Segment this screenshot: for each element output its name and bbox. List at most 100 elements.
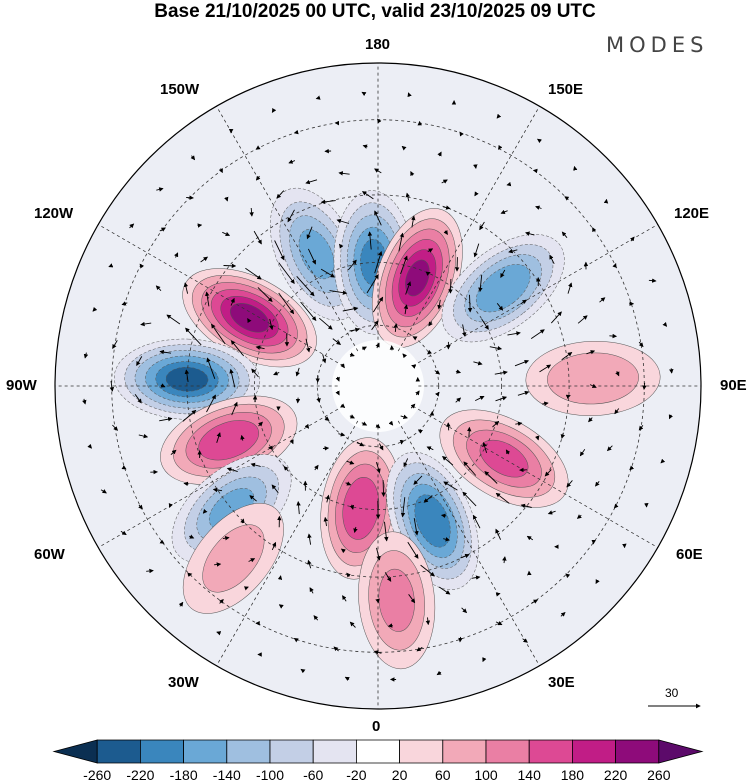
- wind-arrow: [183, 282, 189, 294]
- wind-arrow: [539, 364, 552, 373]
- wind-arrow: [300, 301, 317, 321]
- wind-arrow: [502, 556, 507, 564]
- wind-arrow: [347, 259, 357, 271]
- wind-arrow: [448, 278, 453, 294]
- colorbar-swatch: [52, 739, 98, 764]
- wind-arrow: [159, 349, 172, 355]
- wind-arrow: [374, 168, 382, 174]
- lon-label-150e: 150E: [548, 81, 584, 98]
- colorbar-swatch: [572, 739, 616, 764]
- wind-arrow: [136, 356, 143, 367]
- wind-arrow: [473, 243, 480, 258]
- wind-arrow: [403, 304, 409, 315]
- wind-arrow: [243, 586, 249, 591]
- wind-arrow: [586, 350, 596, 355]
- wind-arrow: [473, 164, 478, 169]
- wind-arrow: [443, 205, 451, 210]
- wind-arrow: [329, 290, 348, 295]
- colorbar-tick-label: 100: [474, 767, 498, 783]
- wind-arrow: [190, 155, 196, 161]
- wind-arrow: [287, 209, 295, 223]
- modes-logo: MODES: [606, 33, 709, 57]
- wind-arrow: [349, 504, 355, 510]
- wind-arrow: [320, 268, 336, 278]
- wind-arrow: [338, 432, 346, 437]
- wind-arrow: [384, 521, 389, 542]
- wind-arrow: [438, 586, 451, 595]
- wind-arrow: [508, 248, 518, 254]
- wind-arrow: [428, 321, 433, 327]
- wind-arrow: [120, 530, 127, 536]
- wind-arrow: [323, 516, 328, 527]
- wind-arrow: [638, 341, 644, 348]
- wind-arrow: [339, 243, 344, 249]
- wind-arrow: [630, 236, 635, 242]
- colorbar-tick-label: -180: [169, 767, 198, 783]
- wind-arrow: [495, 621, 503, 626]
- wind-arrow: [376, 547, 381, 561]
- wind-arrow: [340, 548, 346, 554]
- colorbar-swatch: [658, 739, 704, 764]
- wind-arrow: [346, 572, 351, 578]
- wind-arrow: [573, 165, 578, 171]
- wind-arrow: [166, 314, 181, 325]
- wind-arrow: [361, 191, 374, 200]
- anomaly-atlantic-negative: [171, 454, 292, 564]
- wind-arrow: [112, 424, 119, 431]
- colorbar-tick-label: 180: [560, 767, 585, 783]
- wind-arrow: [283, 466, 289, 472]
- wind-arrow: [579, 448, 586, 457]
- colorbar-tick-label: -100: [255, 767, 285, 783]
- wind-arrow: [251, 368, 259, 378]
- wind-arrow: [349, 414, 355, 419]
- wind-arrow: [496, 113, 502, 119]
- wind-arrow: [178, 601, 184, 607]
- wind-arrow: [309, 587, 314, 594]
- wind-arrow: [375, 423, 381, 429]
- colorbar-swatch: [399, 739, 444, 764]
- wind-arrow: [614, 408, 620, 415]
- wind-arrow: [295, 367, 300, 377]
- wind-arrow: [413, 518, 419, 536]
- wind-arrow: [381, 480, 386, 497]
- wind-arrow: [592, 227, 597, 233]
- lon-label-60e: 60E: [676, 546, 703, 563]
- wind-arrow: [565, 573, 571, 579]
- wind-arrow: [609, 333, 618, 339]
- wind-arrow: [324, 416, 330, 421]
- wind-arrow: [561, 352, 573, 361]
- wind-arrow: [393, 323, 399, 332]
- wind-arrow: [185, 327, 202, 346]
- wind-arrow: [507, 331, 521, 336]
- wind-arrow: [437, 299, 442, 310]
- wind-arrow: [588, 417, 593, 423]
- wind-arrow: [427, 248, 434, 253]
- lon-label-180: 180: [365, 36, 391, 53]
- wind-arrow: [219, 598, 224, 604]
- wind-arrow: [274, 240, 285, 261]
- wind-arrow: [278, 292, 295, 315]
- wind-arrow: [416, 646, 423, 652]
- anomaly-east-siberia-positive: [371, 208, 463, 348]
- wind-arrow: [338, 171, 350, 176]
- wind-arrow: [642, 382, 647, 390]
- wind-arrow: [356, 441, 365, 447]
- wind-arrow: [471, 575, 481, 580]
- wind-arrow: [613, 503, 619, 509]
- wind-arrow: [333, 646, 339, 652]
- colorbar-tick-label: 60: [435, 767, 451, 783]
- wind-arrow: [248, 558, 256, 563]
- wind-arrow: [121, 465, 127, 470]
- wind-arrow: [146, 568, 154, 574]
- wind-arrow: [460, 553, 470, 559]
- wind-arrow: [189, 534, 195, 539]
- wind-arrow: [567, 282, 573, 294]
- colorbar-tick-label: 260: [647, 767, 671, 783]
- lon-label-30w: 30W: [168, 674, 199, 691]
- wind-arrow: [211, 323, 226, 345]
- wind-arrow: [87, 443, 92, 449]
- wind-arrow: [399, 439, 405, 445]
- colorbar-tick-label: 220: [603, 767, 628, 783]
- lon-label-0: 0: [372, 718, 381, 735]
- wind-arrow: [269, 318, 274, 331]
